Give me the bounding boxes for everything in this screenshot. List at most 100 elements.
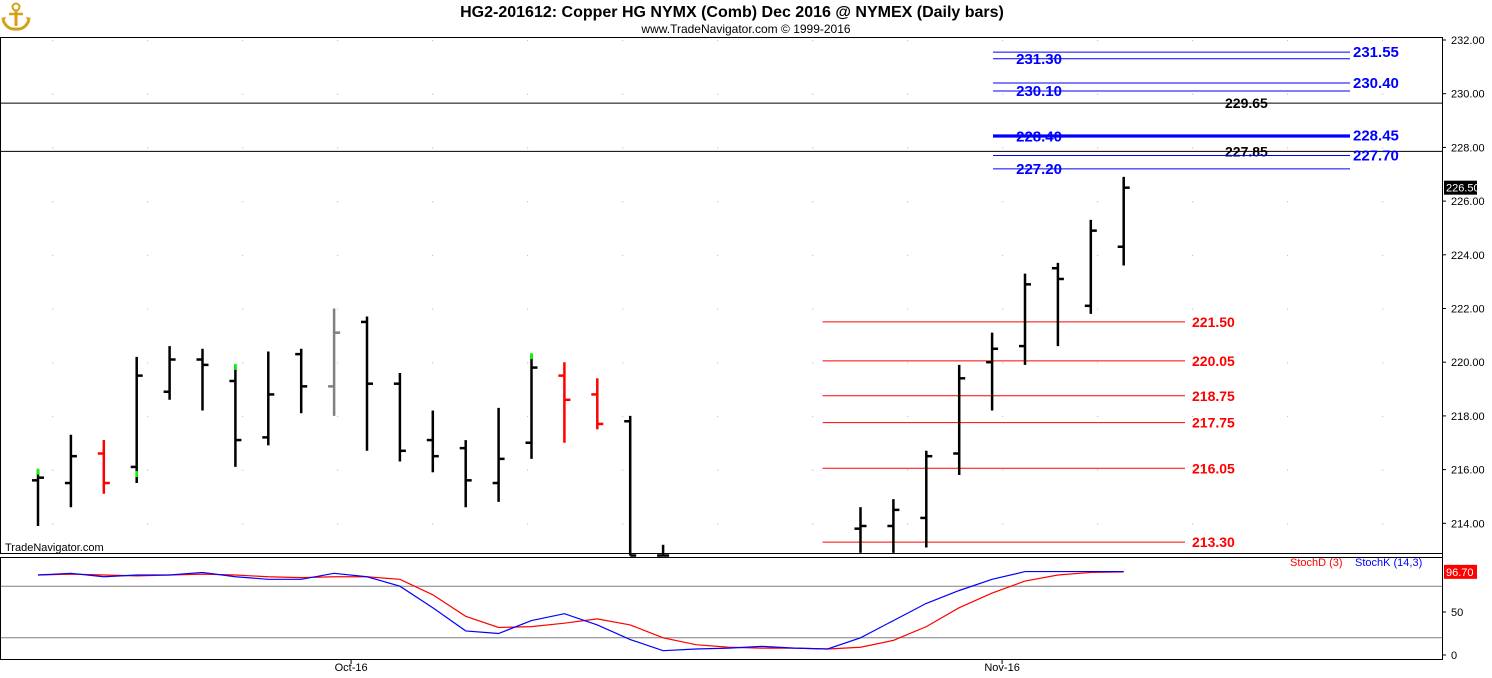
grid-dot bbox=[52, 523, 54, 525]
legend-stochd: StochD (3) bbox=[1290, 557, 1343, 569]
level-label: 216.05 bbox=[1192, 460, 1235, 476]
stoch-value-badge bbox=[1444, 564, 1477, 579]
grid-dot bbox=[907, 362, 909, 364]
grid-dot bbox=[432, 362, 434, 364]
y-tick-label: 226.00 bbox=[1451, 196, 1485, 208]
grid-dot bbox=[1382, 147, 1384, 149]
grid-dot bbox=[147, 415, 149, 418]
grid-dot bbox=[622, 201, 624, 203]
ohlc-bar bbox=[459, 440, 472, 508]
level-label: 221.50 bbox=[1192, 314, 1235, 330]
grid-dot bbox=[527, 201, 529, 203]
grid-dot bbox=[1287, 469, 1289, 471]
grid-dot bbox=[1287, 308, 1289, 310]
grid-dot bbox=[527, 469, 529, 471]
grid-dot bbox=[147, 254, 149, 256]
grid-dot bbox=[432, 147, 434, 149]
stoch-panel bbox=[0, 557, 1443, 660]
grid-dot bbox=[52, 415, 54, 418]
grid-dot bbox=[1097, 523, 1099, 525]
grid-dot bbox=[432, 40, 434, 42]
y-tick-label: 222.00 bbox=[1451, 304, 1485, 316]
grid-dot bbox=[717, 254, 719, 256]
grid-dot bbox=[1097, 254, 1099, 256]
grid-dot bbox=[812, 147, 814, 149]
level-label: 218.75 bbox=[1192, 388, 1235, 404]
grid-dot bbox=[622, 415, 624, 418]
logo bbox=[1, 2, 31, 31]
grid-dot bbox=[907, 469, 909, 471]
grid-dot bbox=[1382, 523, 1384, 525]
y-tick-label: 230.00 bbox=[1451, 89, 1485, 101]
grid-dot bbox=[147, 147, 149, 149]
ohlc-bar bbox=[426, 410, 439, 473]
ohlc-bar bbox=[130, 356, 143, 484]
ohlc-bar bbox=[295, 348, 308, 414]
grid-dot bbox=[147, 362, 149, 364]
ohlc-bar bbox=[591, 378, 604, 430]
level-label: 227.70 bbox=[1353, 147, 1399, 164]
grid-dot bbox=[1192, 40, 1194, 42]
grid-dot bbox=[147, 308, 149, 310]
grid-dot bbox=[1192, 523, 1194, 525]
grid-dot bbox=[622, 93, 624, 95]
grid-dot bbox=[337, 201, 339, 203]
grid-dot bbox=[1382, 93, 1384, 95]
ohlc-bar bbox=[953, 364, 966, 475]
grid-dot bbox=[812, 201, 814, 203]
grid-dot bbox=[1382, 469, 1384, 471]
grid-dot bbox=[1192, 93, 1194, 95]
legend-stochk: StochK (14,3) bbox=[1355, 557, 1422, 569]
grid-dot bbox=[337, 523, 339, 525]
grid-dot bbox=[527, 40, 529, 42]
level-label: 229.65 bbox=[1225, 95, 1268, 111]
grid-dot bbox=[527, 523, 529, 525]
stoch-value-label: 96.70 bbox=[1446, 567, 1474, 579]
grid-dot bbox=[242, 147, 244, 149]
y-tick-label: 214.00 bbox=[1451, 518, 1485, 530]
grid-dot bbox=[622, 40, 624, 42]
grid-dot bbox=[907, 93, 909, 95]
grid-dot bbox=[812, 523, 814, 525]
ohlc-bar bbox=[525, 353, 538, 459]
grid-dot bbox=[242, 523, 244, 525]
chart-title: HG2-201612: Copper HG NYMX (Comb) Dec 20… bbox=[460, 4, 1004, 21]
ohlc-bar bbox=[657, 544, 670, 557]
grid-dot bbox=[242, 254, 244, 256]
grid-dot bbox=[432, 523, 434, 525]
y-tick-label: 216.00 bbox=[1451, 465, 1485, 477]
ohlc-bar bbox=[558, 362, 571, 443]
grid-dot bbox=[337, 147, 339, 149]
grid-dot bbox=[1382, 254, 1384, 256]
grid-dot bbox=[1002, 362, 1004, 364]
level-label: 227.85 bbox=[1225, 143, 1268, 159]
grid-dot bbox=[1382, 201, 1384, 203]
ohlc-bar bbox=[393, 372, 406, 462]
x-tick-label: Oct-16 bbox=[335, 662, 368, 674]
grid-dot bbox=[337, 362, 339, 364]
grid-dot bbox=[527, 415, 529, 418]
ohlc-bar bbox=[163, 346, 176, 400]
grid-dot bbox=[242, 201, 244, 203]
grid-dot bbox=[1002, 40, 1004, 42]
grid-dot bbox=[337, 415, 339, 418]
grid-dot bbox=[907, 254, 909, 256]
grid-dot bbox=[717, 201, 719, 203]
grid-dot bbox=[1287, 523, 1289, 525]
ohlc-bar bbox=[492, 407, 505, 502]
grid-dot bbox=[907, 201, 909, 203]
grid-dot bbox=[1287, 362, 1289, 364]
grid-dot bbox=[242, 362, 244, 364]
y-tick-label: 218.00 bbox=[1451, 411, 1485, 423]
x-tick-label: Nov-16 bbox=[984, 662, 1019, 674]
grid-dot bbox=[337, 93, 339, 95]
grid-dot bbox=[527, 308, 529, 310]
grid-dot bbox=[527, 254, 529, 256]
level-label: 231.30 bbox=[1016, 51, 1062, 68]
level-label: 213.30 bbox=[1192, 534, 1235, 550]
grid-dot bbox=[907, 415, 909, 418]
grid-dot bbox=[1382, 415, 1384, 418]
grid-dot bbox=[147, 93, 149, 95]
grid-dot bbox=[812, 415, 814, 418]
